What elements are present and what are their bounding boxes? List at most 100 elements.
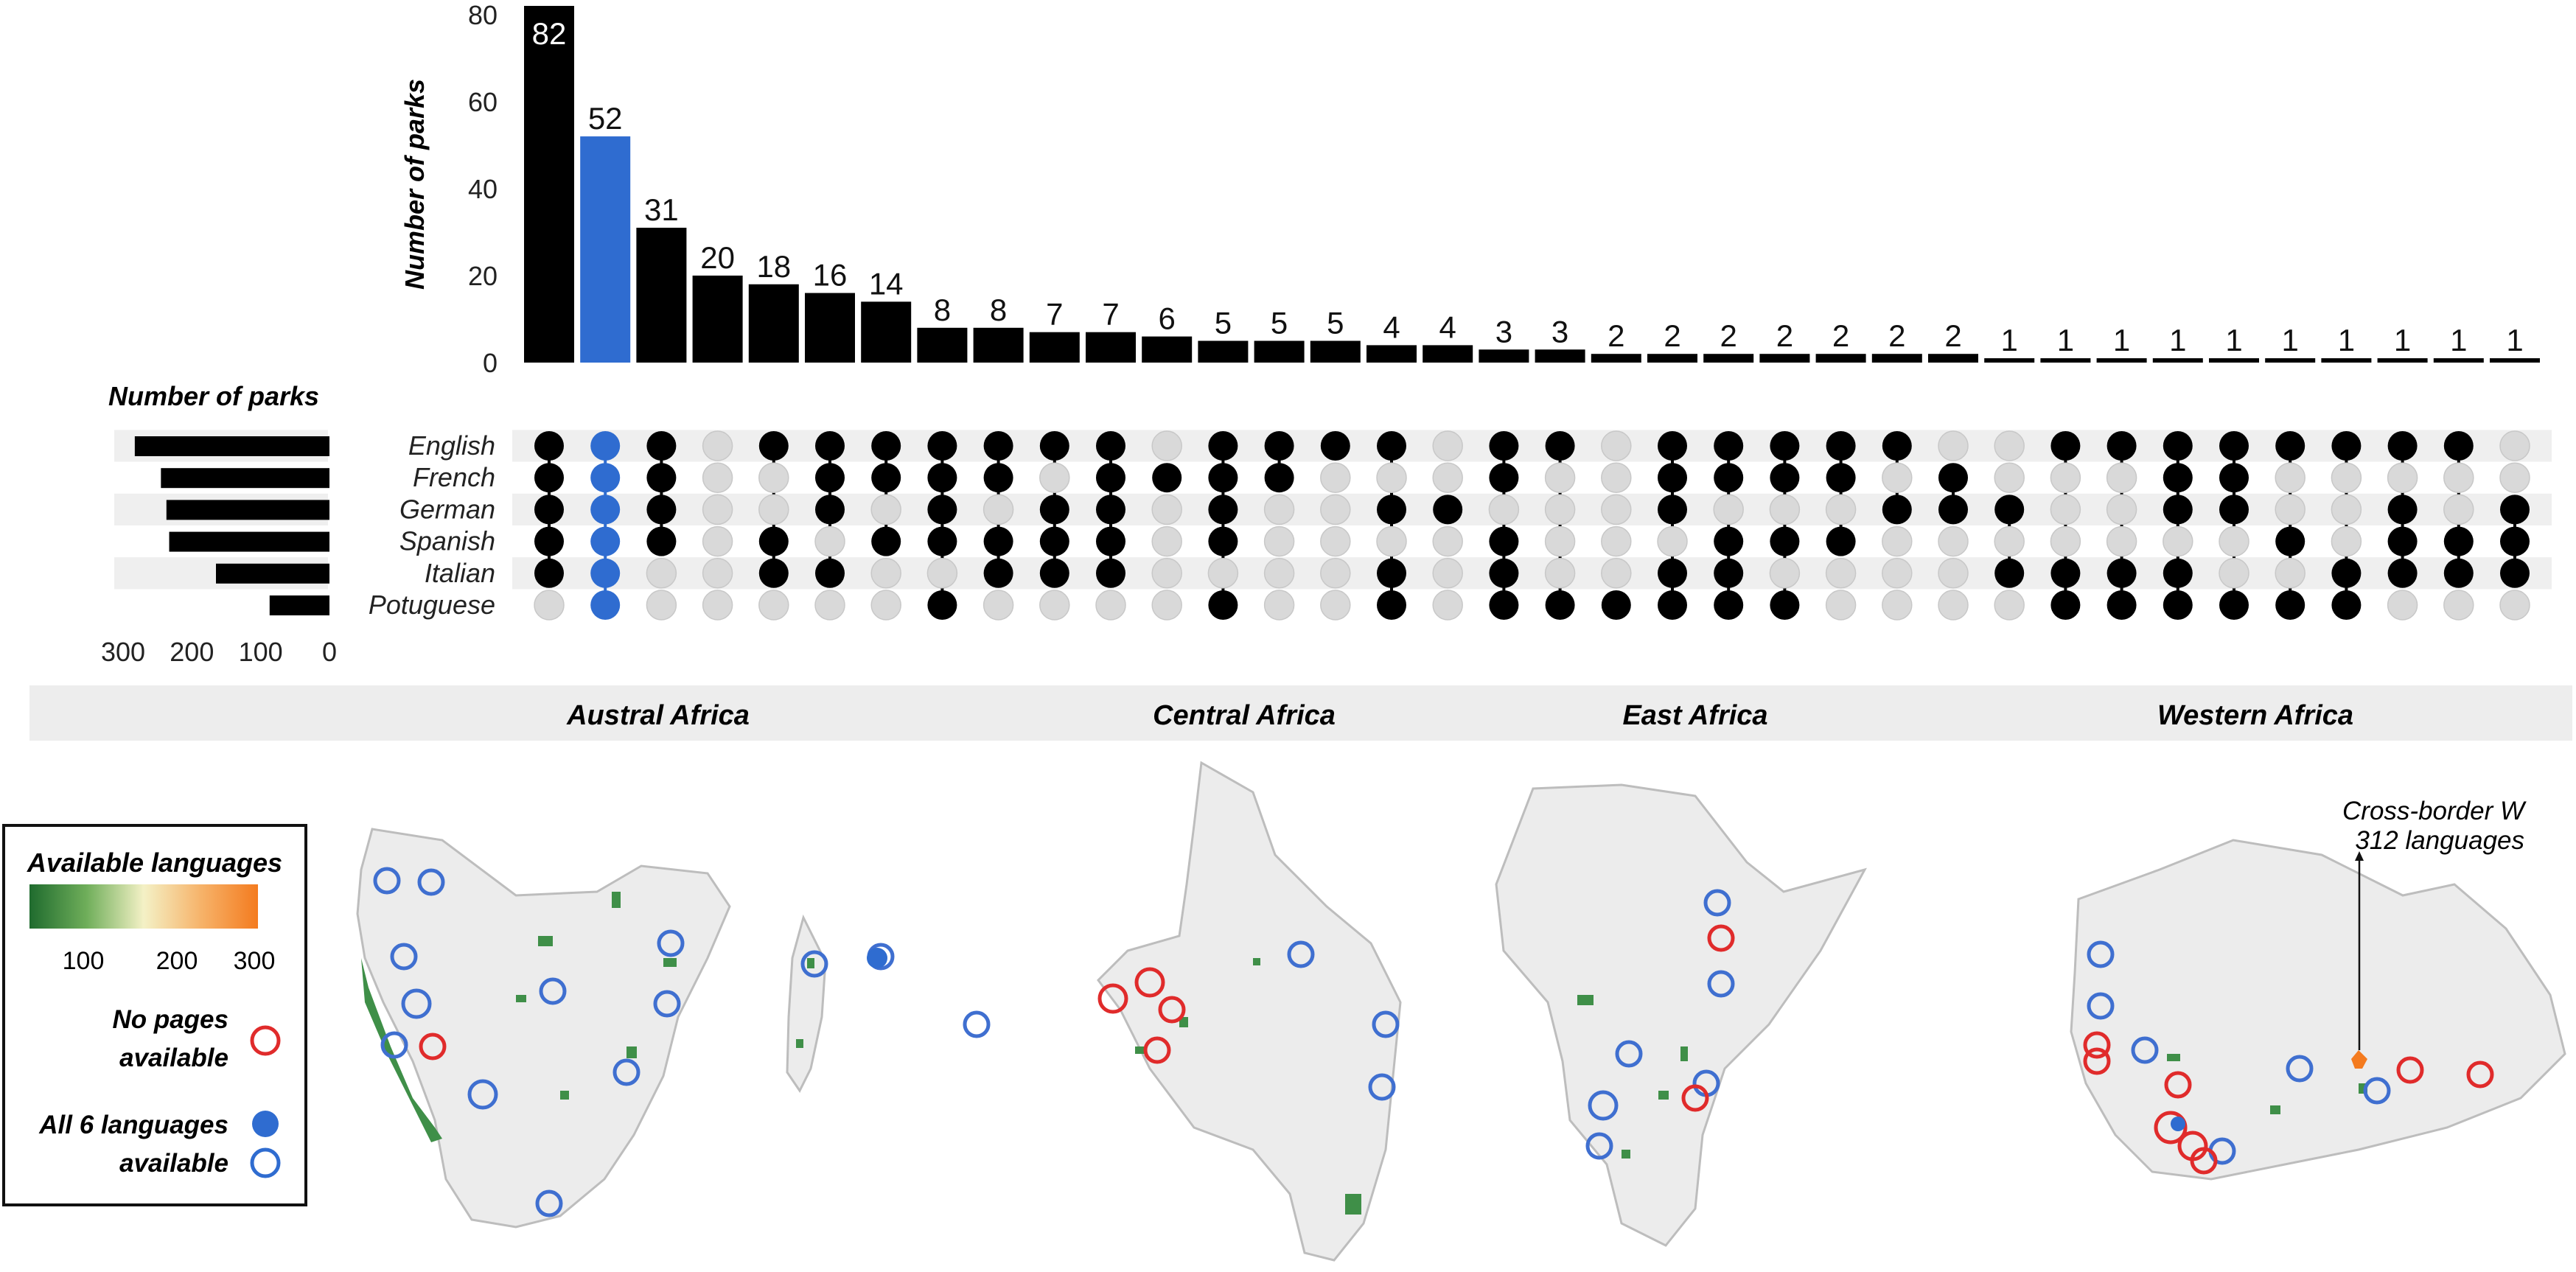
legend-tick-100: 100 [63,947,105,975]
bar-value-label: 2 [1664,318,1680,353]
matrix-dot-active [2219,431,2249,461]
region-label-central: Central Africa [1153,700,1336,731]
matrix-dot-inactive [1432,558,1463,589]
bar-value-label: 5 [1327,305,1344,340]
set-size-tick: 200 [170,637,214,667]
region-label-western: Western Africa [2157,700,2353,731]
matrix-dot-inactive [1207,558,1239,589]
bar-value-label: 3 [1495,314,1512,349]
annotation-arrowhead [2355,851,2364,861]
matrix-dot-active [646,431,677,461]
matrix-dot-inactive [758,590,789,621]
matrix-dot-active [590,558,621,588]
bar-value-label: 6 [1159,301,1176,336]
membership-matrix [534,430,2530,621]
bar-value-label: 1 [2001,323,2018,357]
matrix-dot-active [758,431,789,461]
matrix-dot-inactive [870,494,901,525]
matrix-dot-inactive [1263,590,1295,621]
region-band [29,685,2572,741]
matrix-dot-active [1489,463,1519,493]
intersection-bar [1928,354,1978,363]
matrix-dot-active [983,526,1013,556]
matrix-dot-inactive [1320,558,1351,589]
matrix-dot-inactive [1432,430,1463,461]
map-austral-parks [361,892,814,1142]
matrix-dot-active [2275,431,2306,461]
annotation-line-1: Cross-border W [2342,797,2527,825]
matrix-dot-inactive [1601,558,1632,589]
matrix-dot-active [1320,431,1350,461]
matrix-dot-inactive [1825,494,1857,525]
matrix-dot-inactive [1039,462,1070,493]
matrix-dot-active [1039,495,1069,525]
matrix-dot-active [1489,431,1519,461]
matrix-dot-active [1039,431,1069,461]
bar-value-label: 52 [588,101,623,136]
matrix-dot-inactive [702,558,733,589]
bar-value-label: 1 [2394,323,2411,357]
matrix-dot-inactive [2106,494,2137,525]
bar-value-label: 18 [756,249,791,284]
matrix-dot-active [2163,495,2193,525]
matrix-dot-active [2331,431,2362,461]
matrix-dot-inactive [1263,558,1295,589]
intersection-bar [2321,358,2372,363]
matrix-dot-inactive [2499,590,2530,621]
intersection-bar [973,327,1024,363]
matrix-dot-active [758,558,789,588]
matrix-dot-inactive [1544,462,1576,493]
bar-value-label: 2 [1888,318,1905,353]
bar-value-label: 1 [2225,323,2242,357]
intersection-bar [580,136,631,363]
intersection-bar [2152,358,2203,363]
legend-no-pages-marker [250,1025,281,1056]
matrix-dot-active [2387,431,2418,461]
bar-value-label: 1 [2113,323,2130,357]
language-label: Spanish [399,526,495,556]
matrix-dot-active [1994,495,2025,525]
matrix-dot-inactive [1601,462,1632,493]
matrix-dot-active [1208,590,1238,620]
bar-value-label: 82 [532,16,567,51]
matrix-dot-inactive [1095,590,1126,621]
set-size-bars [134,436,329,615]
y-tick-label: 80 [468,0,498,30]
matrix-dot-active [1377,590,1406,620]
matrix-dot-active [2331,590,2362,620]
intersection-bar [2490,358,2540,363]
matrix-dot-inactive [1882,462,1913,493]
legend-no-pages-line2: available [119,1044,228,1072]
matrix-dot-inactive [1825,590,1857,621]
matrix-dot-inactive [1825,558,1857,589]
matrix-dot-active [1096,431,1125,461]
matrix-dot-inactive [1151,494,1182,525]
matrix-dot-inactive [1544,525,1576,557]
matrix-dot-inactive [2050,525,2081,557]
bar-value-label: 3 [1551,314,1568,349]
matrix-dot-inactive [2443,590,2474,621]
matrix-dot-active [927,495,957,525]
matrix-dot-inactive [1938,430,1969,461]
matrix-dot-active [927,526,957,556]
legend-all6-filled-marker [252,1111,279,1137]
matrix-dot-active [2050,558,2081,588]
legend-all6-ring-marker [250,1147,281,1178]
matrix-dot-active [1714,463,1744,493]
intersection-bar [1871,354,1922,363]
matrix-dot-inactive [2106,525,2137,557]
matrix-dot-inactive [2106,462,2137,493]
matrix-dot-active [2443,558,2474,588]
matrix-dot-active [927,431,957,461]
bar-value-label: 7 [1046,297,1063,332]
matrix-dot-active [2219,495,2249,525]
language-label: French [413,462,495,492]
bar-value-label: 2 [1832,318,1849,353]
bar-value-label: 1 [2057,323,2074,357]
region-label-austral: Austral Africa [566,700,750,731]
matrix-dot-inactive [1601,494,1632,525]
set-size-bar [134,436,329,456]
matrix-dot-inactive [1938,590,1969,621]
matrix-dot-inactive [982,494,1014,525]
set-size-tick: 0 [322,637,337,667]
